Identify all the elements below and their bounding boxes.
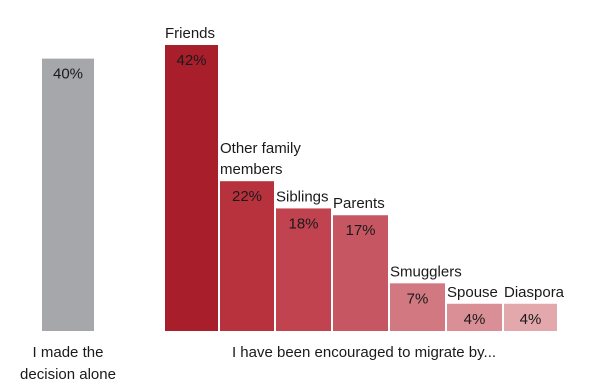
bar-smugglers xyxy=(390,283,445,331)
category-label-siblings: Siblings xyxy=(276,188,329,205)
category-label-other-family-members-line-2: members xyxy=(220,161,283,178)
category-label-diaspora: Diaspora xyxy=(504,284,565,301)
value-label-smugglers: 7% xyxy=(407,290,429,307)
value-label-spouse: 4% xyxy=(464,311,486,328)
category-label-decision-alone-line-2: decision alone xyxy=(20,366,116,383)
value-label-parents: 17% xyxy=(345,222,375,239)
bar-friends xyxy=(165,45,218,331)
bar-other-family-members xyxy=(220,181,274,331)
category-label-decision-alone-line-1: I made the xyxy=(33,344,104,361)
value-label-decision-alone: 40% xyxy=(53,66,83,83)
bar-diaspora xyxy=(504,303,557,331)
category-label-parents: Parents xyxy=(333,195,385,212)
value-label-siblings: 18% xyxy=(288,215,318,232)
category-label-spouse: Spouse xyxy=(447,284,498,301)
bar-decision-alone xyxy=(42,58,94,331)
group-axis-label: I have been encouraged to migrate by... xyxy=(232,344,496,361)
category-label-smugglers: Smugglers xyxy=(390,263,462,280)
value-label-other-family-members: 22% xyxy=(232,188,262,205)
bar-siblings xyxy=(276,208,331,331)
bar-spouse xyxy=(447,303,502,331)
value-label-friends: 42% xyxy=(176,52,206,69)
value-label-diaspora: 4% xyxy=(520,311,542,328)
bar-parents xyxy=(333,215,388,331)
category-label-friends: Friends xyxy=(165,25,215,42)
category-label-other-family-members-line-1: Other family xyxy=(220,140,301,157)
